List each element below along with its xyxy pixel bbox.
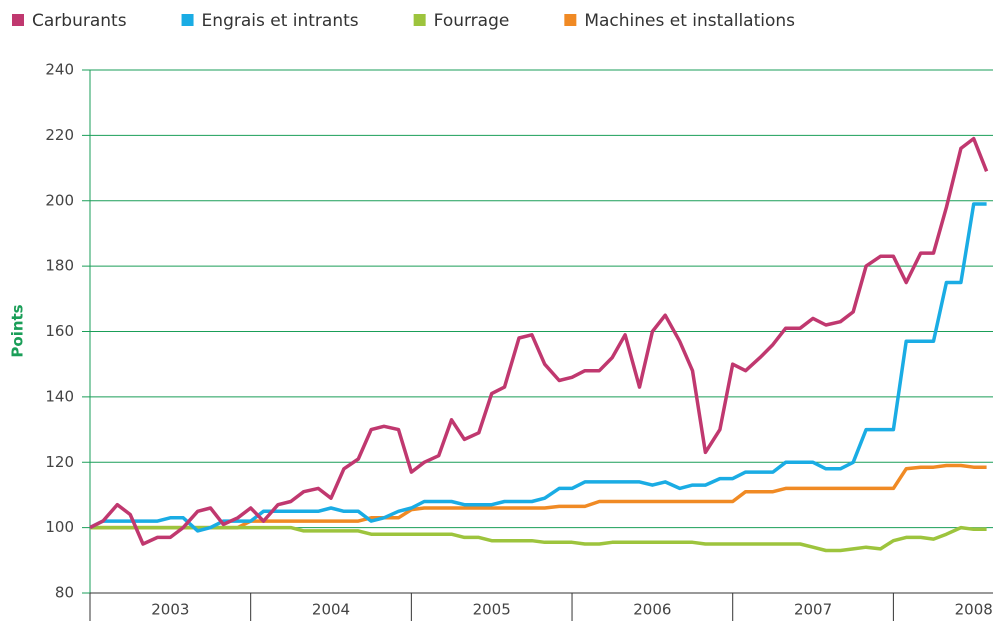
- legend-swatch: [181, 14, 194, 26]
- y-tick-label: 200: [45, 191, 74, 209]
- y-tick-label: 180: [45, 257, 74, 275]
- x-tick-label: 2005: [473, 601, 511, 619]
- series-line: [90, 463, 987, 530]
- x-tick-label: 2004: [312, 601, 350, 619]
- y-tick-label: 120: [45, 453, 74, 471]
- x-tick-label: 2008: [955, 601, 993, 619]
- y-axis-title: Points: [9, 304, 27, 357]
- y-tick-label: 80: [55, 584, 74, 602]
- x-tick-label: 2006: [633, 601, 671, 619]
- legend-label: Fourrage: [434, 11, 510, 31]
- series-line: [89, 136, 989, 546]
- legend-label: Machines et installations: [584, 11, 795, 31]
- y-tick-label: 140: [45, 387, 74, 405]
- x-tick-label: 2003: [151, 601, 189, 619]
- x-tick-label: 2007: [794, 601, 832, 619]
- y-tick-label: 240: [45, 61, 74, 79]
- legend-label: Carburants: [32, 11, 127, 31]
- legend-swatch: [564, 14, 577, 26]
- y-tick-label: 100: [45, 518, 74, 536]
- y-tick-label: 160: [45, 322, 74, 340]
- legend-swatch: [12, 14, 24, 26]
- series-line: [89, 202, 987, 533]
- series-line: [90, 525, 987, 553]
- legend-swatch: [413, 14, 426, 26]
- y-tick-label: 220: [45, 126, 74, 144]
- legend-label: Engrais et intrants: [202, 11, 359, 31]
